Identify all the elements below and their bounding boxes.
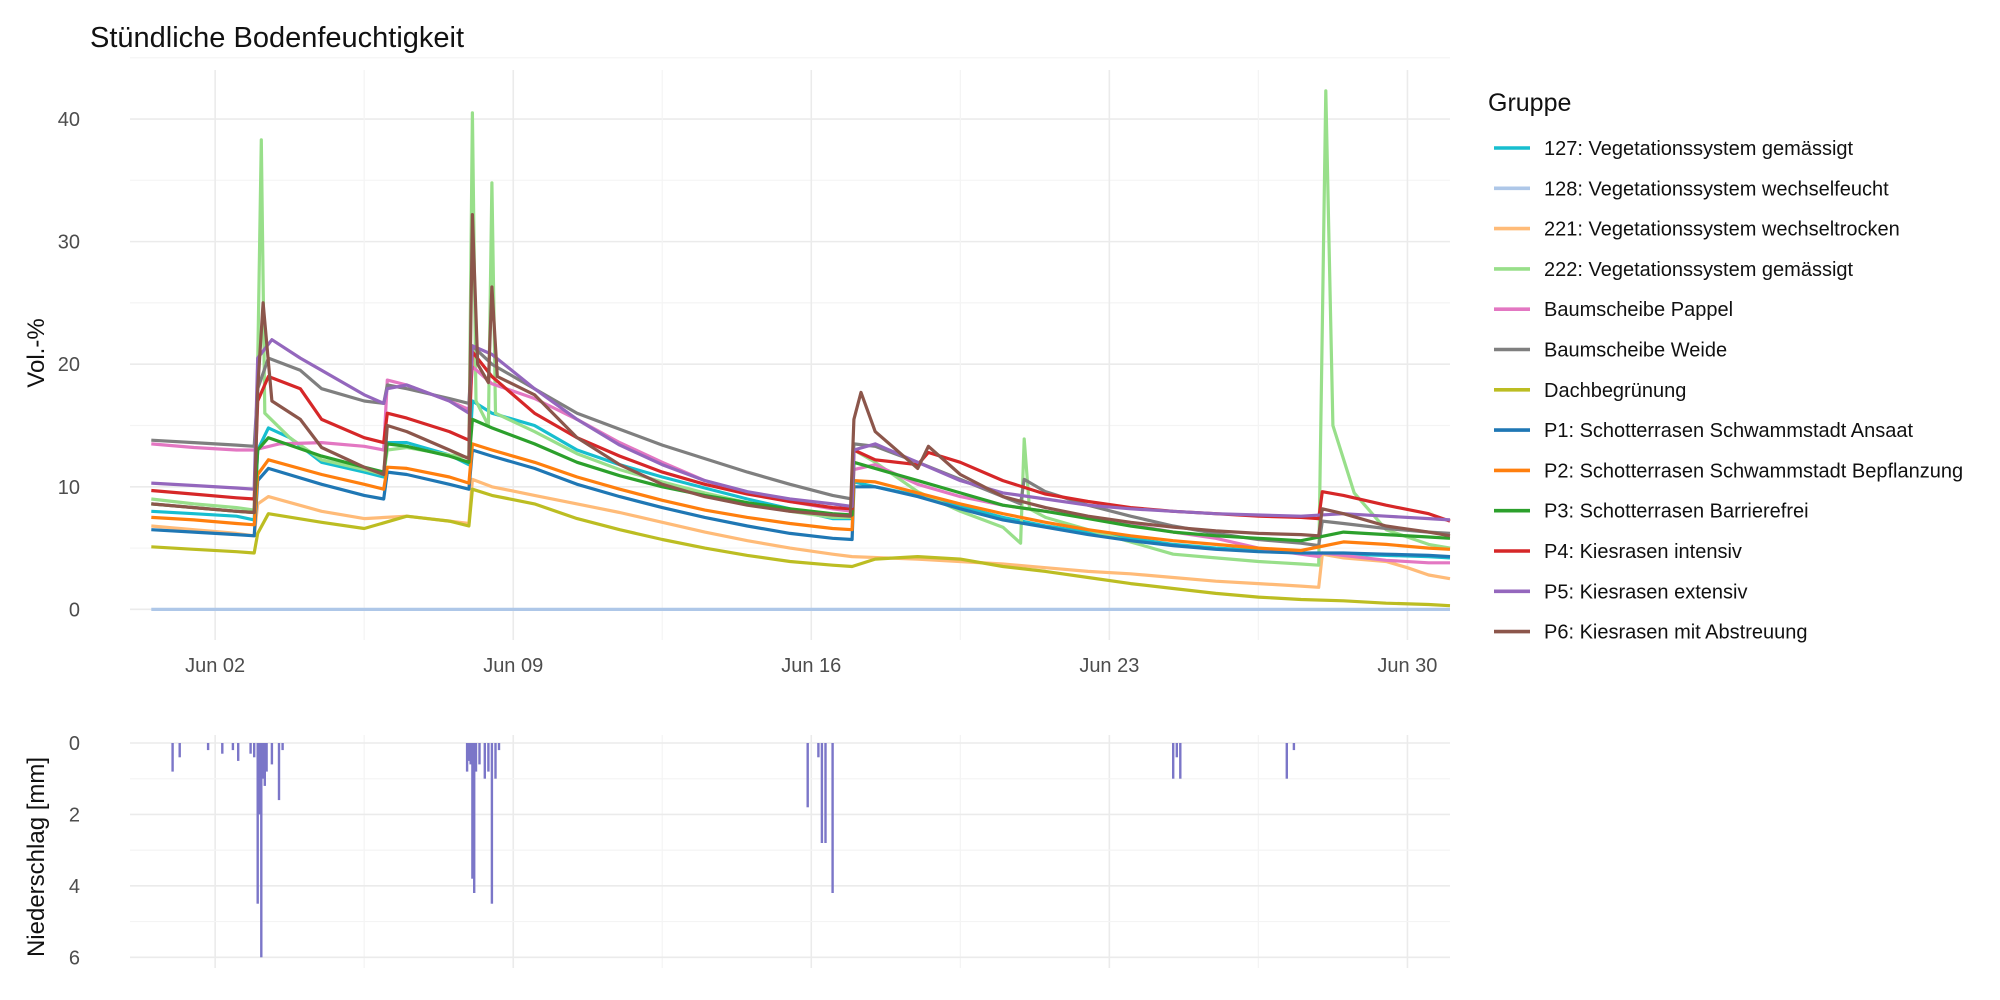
series-line-10 bbox=[151, 350, 1451, 523]
legend-label-5: Baumscheibe Weide bbox=[1544, 340, 1727, 362]
precipitation-bar bbox=[258, 743, 261, 815]
legend-label-11: P5: Kiesrasen extensiv bbox=[1544, 581, 1747, 603]
precipitation-bar bbox=[265, 743, 268, 772]
precipitation-bar bbox=[494, 743, 497, 779]
moisture-x-tick-label: Jun 16 bbox=[781, 655, 841, 677]
precipitation-bar bbox=[261, 743, 265, 779]
legend-title: Gruppe bbox=[1488, 89, 1571, 117]
series-line-6 bbox=[151, 487, 1451, 608]
legend-label-9: P3: Schotterrasen Barrierefrei bbox=[1544, 501, 1809, 523]
moisture-gridlines bbox=[130, 57, 1450, 640]
precipitation-panel: 0 2 4 6 Niederschlag [mm] bbox=[23, 733, 1450, 969]
precipitation-bar bbox=[260, 743, 263, 958]
moisture-y-tick-label: 0 bbox=[69, 599, 80, 621]
moisture-x-tick-label: Jun 30 bbox=[1377, 655, 1437, 677]
legend-label-1: 128: Vegetationssystem wechselfeucht bbox=[1544, 178, 1889, 200]
precipitation-bar bbox=[467, 743, 471, 761]
legend-label-4: Baumscheibe Pappel bbox=[1544, 299, 1733, 321]
legend-label-10: P4: Kiesrasen intensiv bbox=[1544, 541, 1742, 563]
legend-label-6: Dachbegrünung bbox=[1544, 380, 1686, 402]
precipitation-y-tick-label: 0 bbox=[69, 733, 80, 755]
precipitation-bar bbox=[471, 743, 474, 879]
series-line-9 bbox=[151, 417, 1451, 543]
precipitation-bar bbox=[1172, 743, 1175, 779]
precipitation-y-tick-label: 2 bbox=[69, 804, 80, 826]
moisture-series-lines bbox=[151, 89, 1451, 611]
moisture-y-tick-label: 20 bbox=[58, 354, 80, 376]
precipitation-bar bbox=[1292, 743, 1296, 751]
precipitation-bar bbox=[206, 743, 210, 751]
precipitation-bars bbox=[171, 743, 1296, 958]
precipitation-bar bbox=[256, 743, 259, 904]
moisture-y-axis-title: Vol.-% bbox=[23, 318, 50, 387]
precipitation-bar bbox=[253, 743, 256, 758]
precipitation-y-tick-label: 6 bbox=[69, 947, 80, 969]
precipitation-bar bbox=[249, 743, 252, 754]
legend-label-8: P2: Schotterrasen Schwammstadt Bepflanzu… bbox=[1544, 460, 1963, 482]
precipitation-y-axis-title: Niederschlag [mm] bbox=[23, 757, 50, 957]
moisture-x-tick-label: Jun 09 bbox=[483, 655, 543, 677]
precipitation-bar bbox=[824, 743, 827, 843]
series-line-12 bbox=[151, 213, 1451, 538]
precipitation-bar bbox=[221, 743, 224, 754]
moisture-y-tick-label: 30 bbox=[58, 232, 80, 254]
precipitation-bar bbox=[263, 743, 266, 786]
precipitation-bar bbox=[465, 743, 469, 772]
legend-label-0: 127: Vegetationssystem gemässigt bbox=[1544, 138, 1854, 160]
precipitation-bar bbox=[231, 743, 235, 751]
precipitation-gridlines bbox=[130, 735, 1450, 968]
precipitation-bar bbox=[281, 743, 284, 751]
precipitation-bar bbox=[178, 743, 181, 758]
precipitation-bar bbox=[490, 743, 494, 904]
precipitation-bar bbox=[237, 743, 240, 761]
precipitation-bar bbox=[806, 743, 809, 808]
precipitation-bar bbox=[469, 743, 472, 765]
moisture-x-tick-labels: Jun 02 Jun 09 Jun 16 Jun 23 Jun 30 bbox=[185, 655, 1437, 677]
series-line-2 bbox=[151, 477, 1451, 589]
precipitation-bar bbox=[817, 743, 820, 758]
moisture-x-tick-label: Jun 23 bbox=[1079, 655, 1139, 677]
precipitation-bar bbox=[270, 743, 274, 765]
precipitation-y-tick-label: 4 bbox=[69, 876, 80, 898]
precipitation-bar bbox=[171, 743, 174, 772]
precipitation-bar bbox=[1285, 743, 1288, 779]
precipitation-bar bbox=[277, 743, 281, 801]
moisture-x-tick-label: Jun 02 bbox=[185, 655, 245, 677]
precipitation-bar bbox=[478, 743, 481, 765]
precipitation-bar bbox=[497, 743, 501, 751]
precipitation-bar bbox=[820, 743, 824, 843]
legend-label-12: P6: Kiesrasen mit Abstreuung bbox=[1544, 622, 1807, 644]
legend-label-3: 222: Vegetationssystem gemässigt bbox=[1544, 259, 1854, 281]
precipitation-bar bbox=[474, 743, 478, 772]
series-line-8 bbox=[151, 442, 1451, 553]
precipitation-bar bbox=[487, 743, 490, 772]
moisture-y-tick-label: 10 bbox=[58, 477, 80, 499]
legend-label-2: 221: Vegetationssystem wechseltrocken bbox=[1544, 219, 1900, 241]
precipitation-bar bbox=[831, 743, 834, 893]
precipitation-bar bbox=[483, 743, 486, 779]
legend-label-7: P1: Schotterrasen Schwammstadt Ansaat bbox=[1544, 420, 1914, 442]
moisture-y-tick-label: 40 bbox=[58, 109, 80, 131]
precipitation-bar bbox=[473, 743, 476, 893]
series-line-11 bbox=[151, 338, 1451, 522]
moisture-y-tick-labels: 0 10 20 30 40 bbox=[58, 109, 80, 621]
precipitation-bar bbox=[1175, 743, 1178, 758]
moisture-panel: 0 10 20 30 40 Jun 02 Jun 09 Jun 16 Jun 23 Jun 30… bbox=[23, 57, 1451, 677]
legend-items: 127: Vegetationssystem gemässigt 128: Veg… bbox=[1494, 138, 1963, 644]
series-line-3 bbox=[151, 89, 1451, 567]
legend: Gruppe 127: Vegetationssystem gemässigt1… bbox=[1488, 89, 1963, 644]
series-line-7 bbox=[151, 448, 1451, 559]
precipitation-y-tick-labels: 0 2 4 6 bbox=[69, 733, 80, 969]
chart-title: Stündliche Bodenfeuchtigkeit bbox=[90, 22, 464, 54]
precipitation-bar bbox=[1179, 743, 1182, 779]
